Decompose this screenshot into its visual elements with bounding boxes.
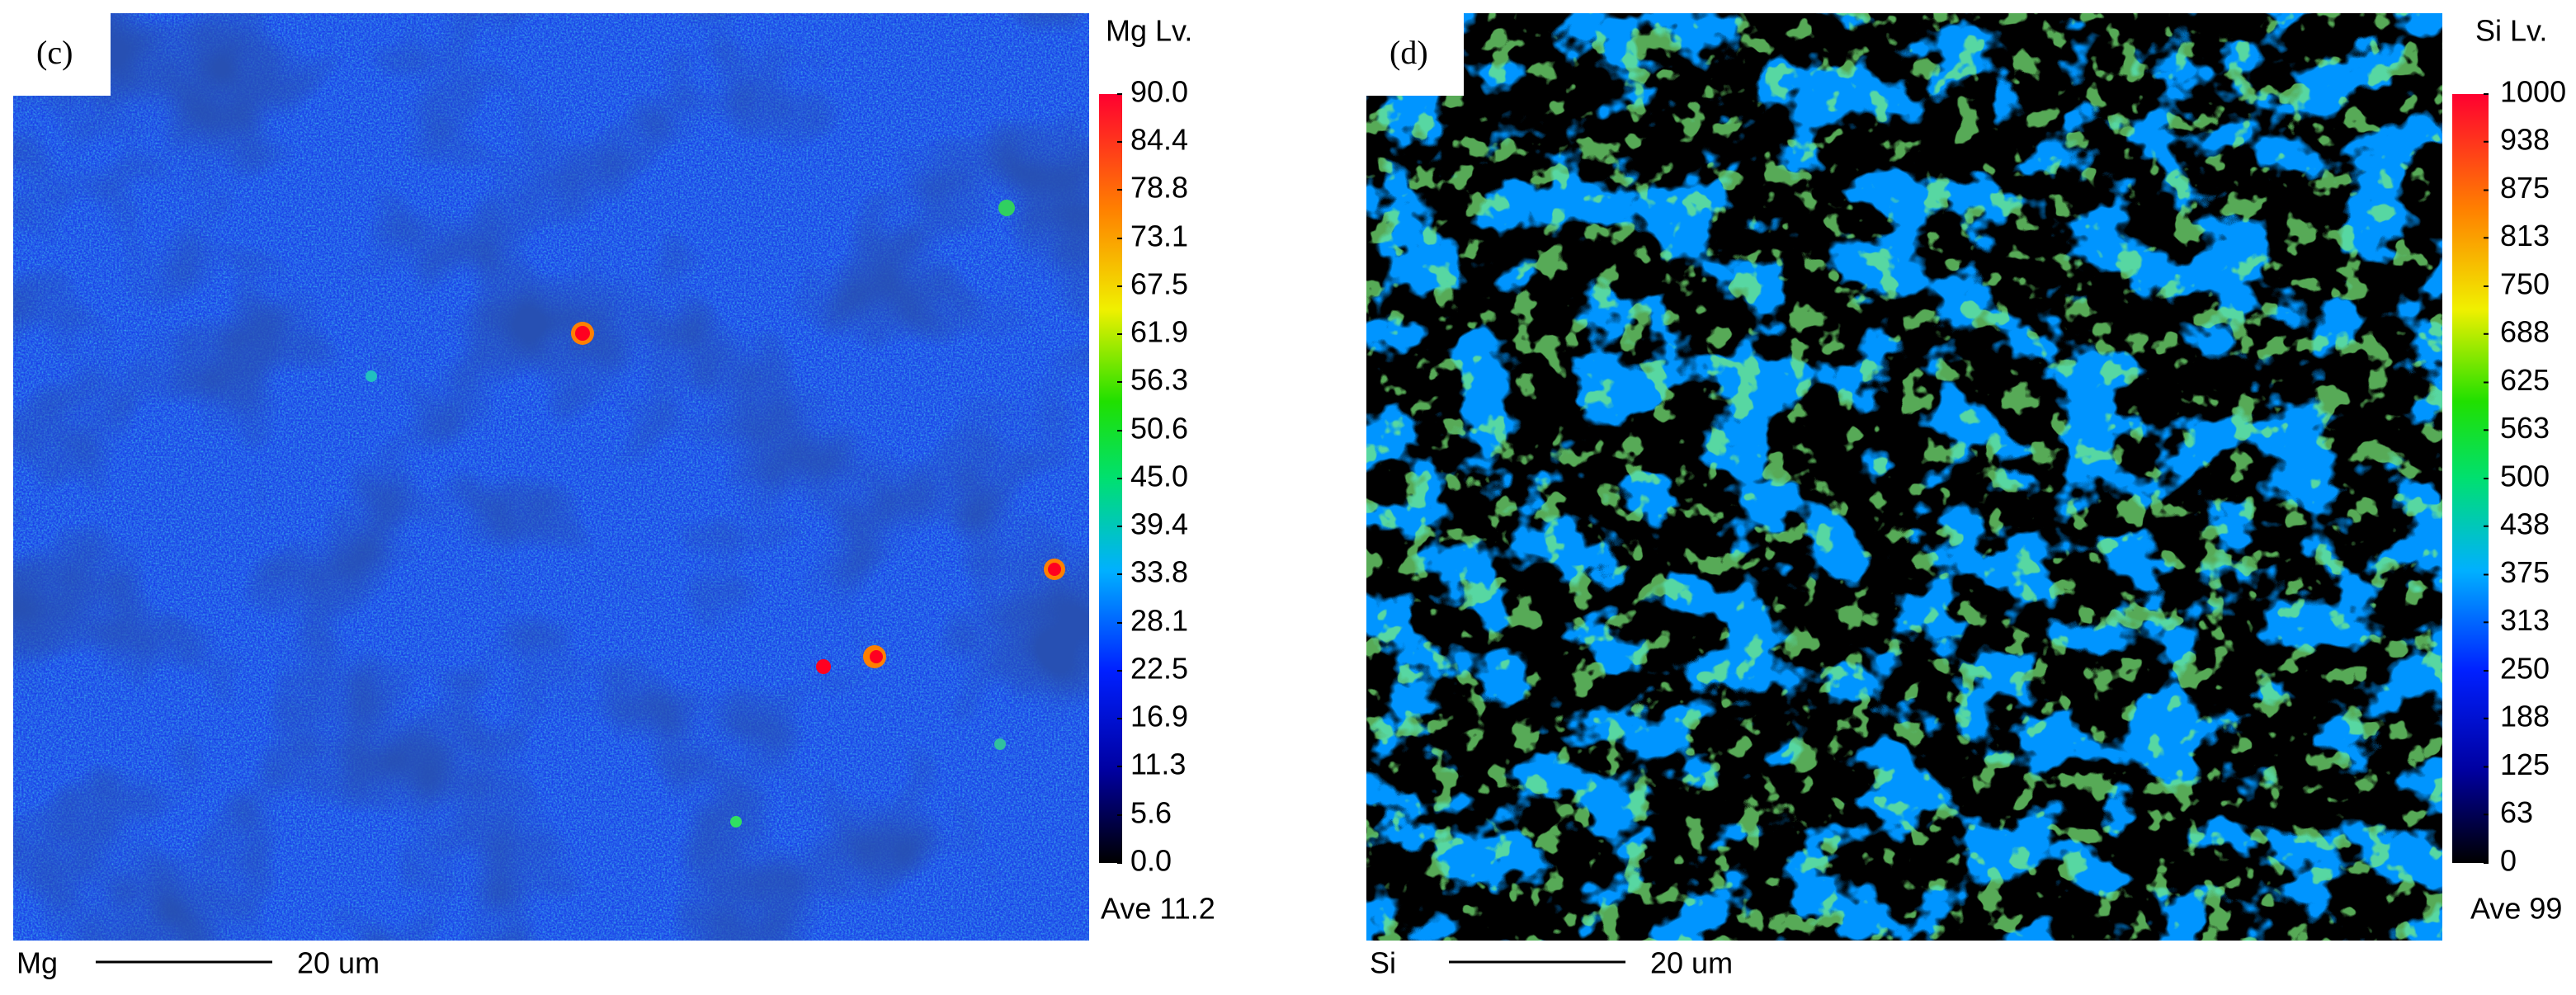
colorbar-tick-label: 67.5 [1130,267,1188,301]
colorbar-tick-label: 313 [2500,603,2550,637]
colorbar-tick-label: 625 [2500,363,2550,397]
colorbar-tick-label: 813 [2500,219,2550,252]
colorbar [2452,94,2489,863]
average: Ave 99 [2470,892,2562,926]
colorbar-tick-label: 28.1 [1130,604,1188,638]
colorbar-title: Mg Lv. [1106,14,1192,48]
scale-length: 20 um [297,946,380,980]
colorbar-tick-label: 188 [2500,699,2550,733]
colorbar-tick-label: 375 [2500,555,2550,589]
colorbar-tick-label: 500 [2500,460,2550,493]
panel-label: (c) [36,34,73,71]
scale-element: Mg [17,946,58,980]
colorbar-tick-label: 84.4 [1130,123,1188,157]
colorbar-tick-label: 90.0 [1130,75,1188,109]
colorbar-tick-label: 16.9 [1130,700,1188,733]
colorbar-tick-label: 688 [2500,314,2550,348]
panel-label-box [1366,13,1464,96]
colorbar-tick-label: 563 [2500,411,2550,445]
panel-label-box [13,13,111,96]
colorbar-tick-label: 78.8 [1130,170,1188,204]
si-map [1366,13,2442,941]
average: Ave 11.2 [1101,892,1215,926]
colorbar-title: Si Lv. [2475,14,2547,48]
colorbar-tick-label: 73.1 [1130,219,1188,253]
colorbar-tick-label: 1000 [2500,75,2566,109]
colorbar-tick-label: 938 [2500,122,2550,156]
colorbar-tick-label: 250 [2500,652,2550,686]
colorbar-tick-label: 39.4 [1130,507,1188,541]
colorbar-tick-label: 875 [2500,171,2550,205]
colorbar-tick-label: 5.6 [1130,796,1172,830]
colorbar-tick-label: 56.3 [1130,362,1188,396]
colorbar-tick-label: 750 [2500,267,2550,301]
colorbar-tick-label: 0 [2500,844,2517,878]
scale-length: 20 um [1650,946,1733,980]
colorbar-tick-label: 61.9 [1130,315,1188,349]
panel-label: (d) [1389,34,1428,71]
colorbar-tick-label: 438 [2500,507,2550,540]
colorbar-tick-label: 11.3 [1130,747,1186,780]
colorbar-tick-label: 125 [2500,747,2550,781]
colorbar-tick-label: 45.0 [1130,460,1188,493]
mg-map [13,13,1089,941]
colorbar-tick-label: 0.0 [1130,844,1172,878]
colorbar-tick-label: 63 [2500,795,2533,829]
scale-element: Si [1370,946,1396,980]
colorbar-tick-label: 22.5 [1130,652,1188,686]
colorbar-tick-label: 50.6 [1130,412,1188,446]
colorbar-tick-label: 33.8 [1130,554,1188,588]
